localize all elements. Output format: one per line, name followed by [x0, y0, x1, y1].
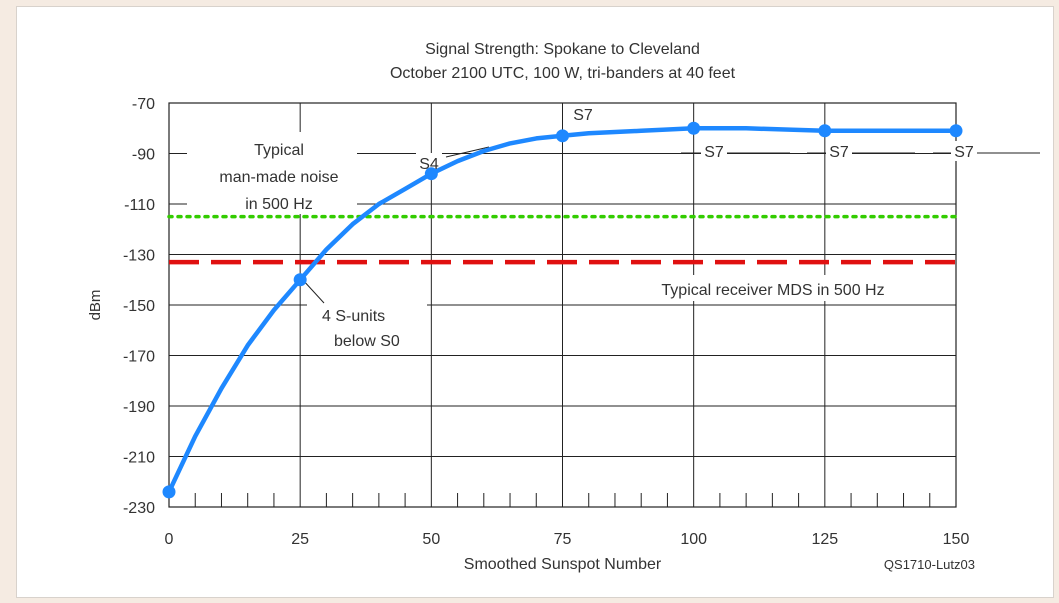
data-point	[949, 124, 963, 138]
x-tick-label: 0	[165, 531, 174, 548]
chart-svg: Signal Strength: Spokane to Cleveland Oct…	[87, 41, 1040, 573]
x-tick-label: 150	[943, 531, 970, 548]
data-point	[818, 124, 832, 138]
data-point	[162, 485, 176, 499]
x-tick-label: 125	[811, 531, 838, 548]
y-tick-label: -130	[123, 248, 155, 265]
s-label-bg	[570, 104, 596, 124]
text-layer: Signal Strength: Spokane to Cleveland Oct…	[87, 41, 975, 573]
chart-title: Signal Strength: Spokane to Cleveland	[425, 41, 700, 58]
s-label-bg	[416, 153, 442, 173]
s-unit-label: S7	[829, 144, 849, 161]
figure-credit: QS1710-Lutz03	[884, 557, 975, 572]
s-unit-label: S7	[573, 107, 593, 124]
data-point	[424, 167, 438, 181]
x-tick-label: 25	[291, 531, 309, 548]
y-tick-label: -110	[124, 197, 155, 214]
data-point	[293, 273, 307, 287]
s-unit-label: S4	[419, 156, 439, 173]
y-tick-label: -150	[123, 298, 155, 315]
y-axis-label: dBm	[87, 290, 104, 321]
y-tick-label: -70	[132, 96, 155, 113]
x-tick-label: 100	[680, 531, 707, 548]
s-label-leader	[445, 146, 490, 158]
y-tick-label: -170	[123, 349, 155, 366]
chart-subtitle: October 2100 UTC, 100 W, tri-banders at …	[390, 65, 736, 82]
s-unit-label: S7	[954, 144, 974, 161]
s-unit-label: S7	[704, 144, 724, 161]
x-tick-label: 50	[422, 531, 440, 548]
noise-annotation-bg	[187, 132, 357, 214]
data-point	[556, 129, 569, 143]
y-tick-label: -190	[123, 399, 155, 416]
noise-annotation-line: man-made noise	[219, 169, 338, 186]
mds-annotation: Typical receiver MDS in 500 Hz	[661, 282, 884, 299]
series-layer	[162, 121, 963, 499]
series-line	[166, 126, 959, 495]
noise-annotation-line: in 500 Hz	[245, 196, 313, 213]
y-tick-label: -210	[123, 450, 155, 467]
y-tick-label: -90	[132, 147, 155, 164]
noise-annotation-line: Typical	[254, 142, 304, 159]
x-tick-label: 75	[554, 531, 572, 548]
y-tick-label: -230	[123, 500, 155, 517]
below-annotation-line: 4 S-units	[322, 308, 385, 325]
leader-lines-layer	[187, 104, 1040, 351]
below-annotation-line: below S0	[334, 333, 400, 350]
s-label-bg	[826, 141, 852, 161]
reference-lines-layer	[167, 214, 958, 265]
s-label-bg	[701, 141, 727, 161]
x-axis-label: Smoothed Sunspot Number	[464, 556, 662, 573]
chart-figure: Signal Strength: Spokane to Cleveland Oct…	[16, 6, 1054, 598]
data-point	[687, 121, 701, 135]
s-label-bg	[951, 141, 977, 161]
mds-annotation-bg	[597, 275, 947, 301]
below-annotation-bg	[307, 301, 427, 351]
